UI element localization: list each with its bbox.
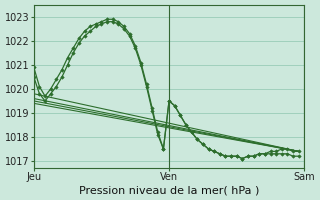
X-axis label: Pression niveau de la mer( hPa ): Pression niveau de la mer( hPa ): [79, 185, 259, 195]
